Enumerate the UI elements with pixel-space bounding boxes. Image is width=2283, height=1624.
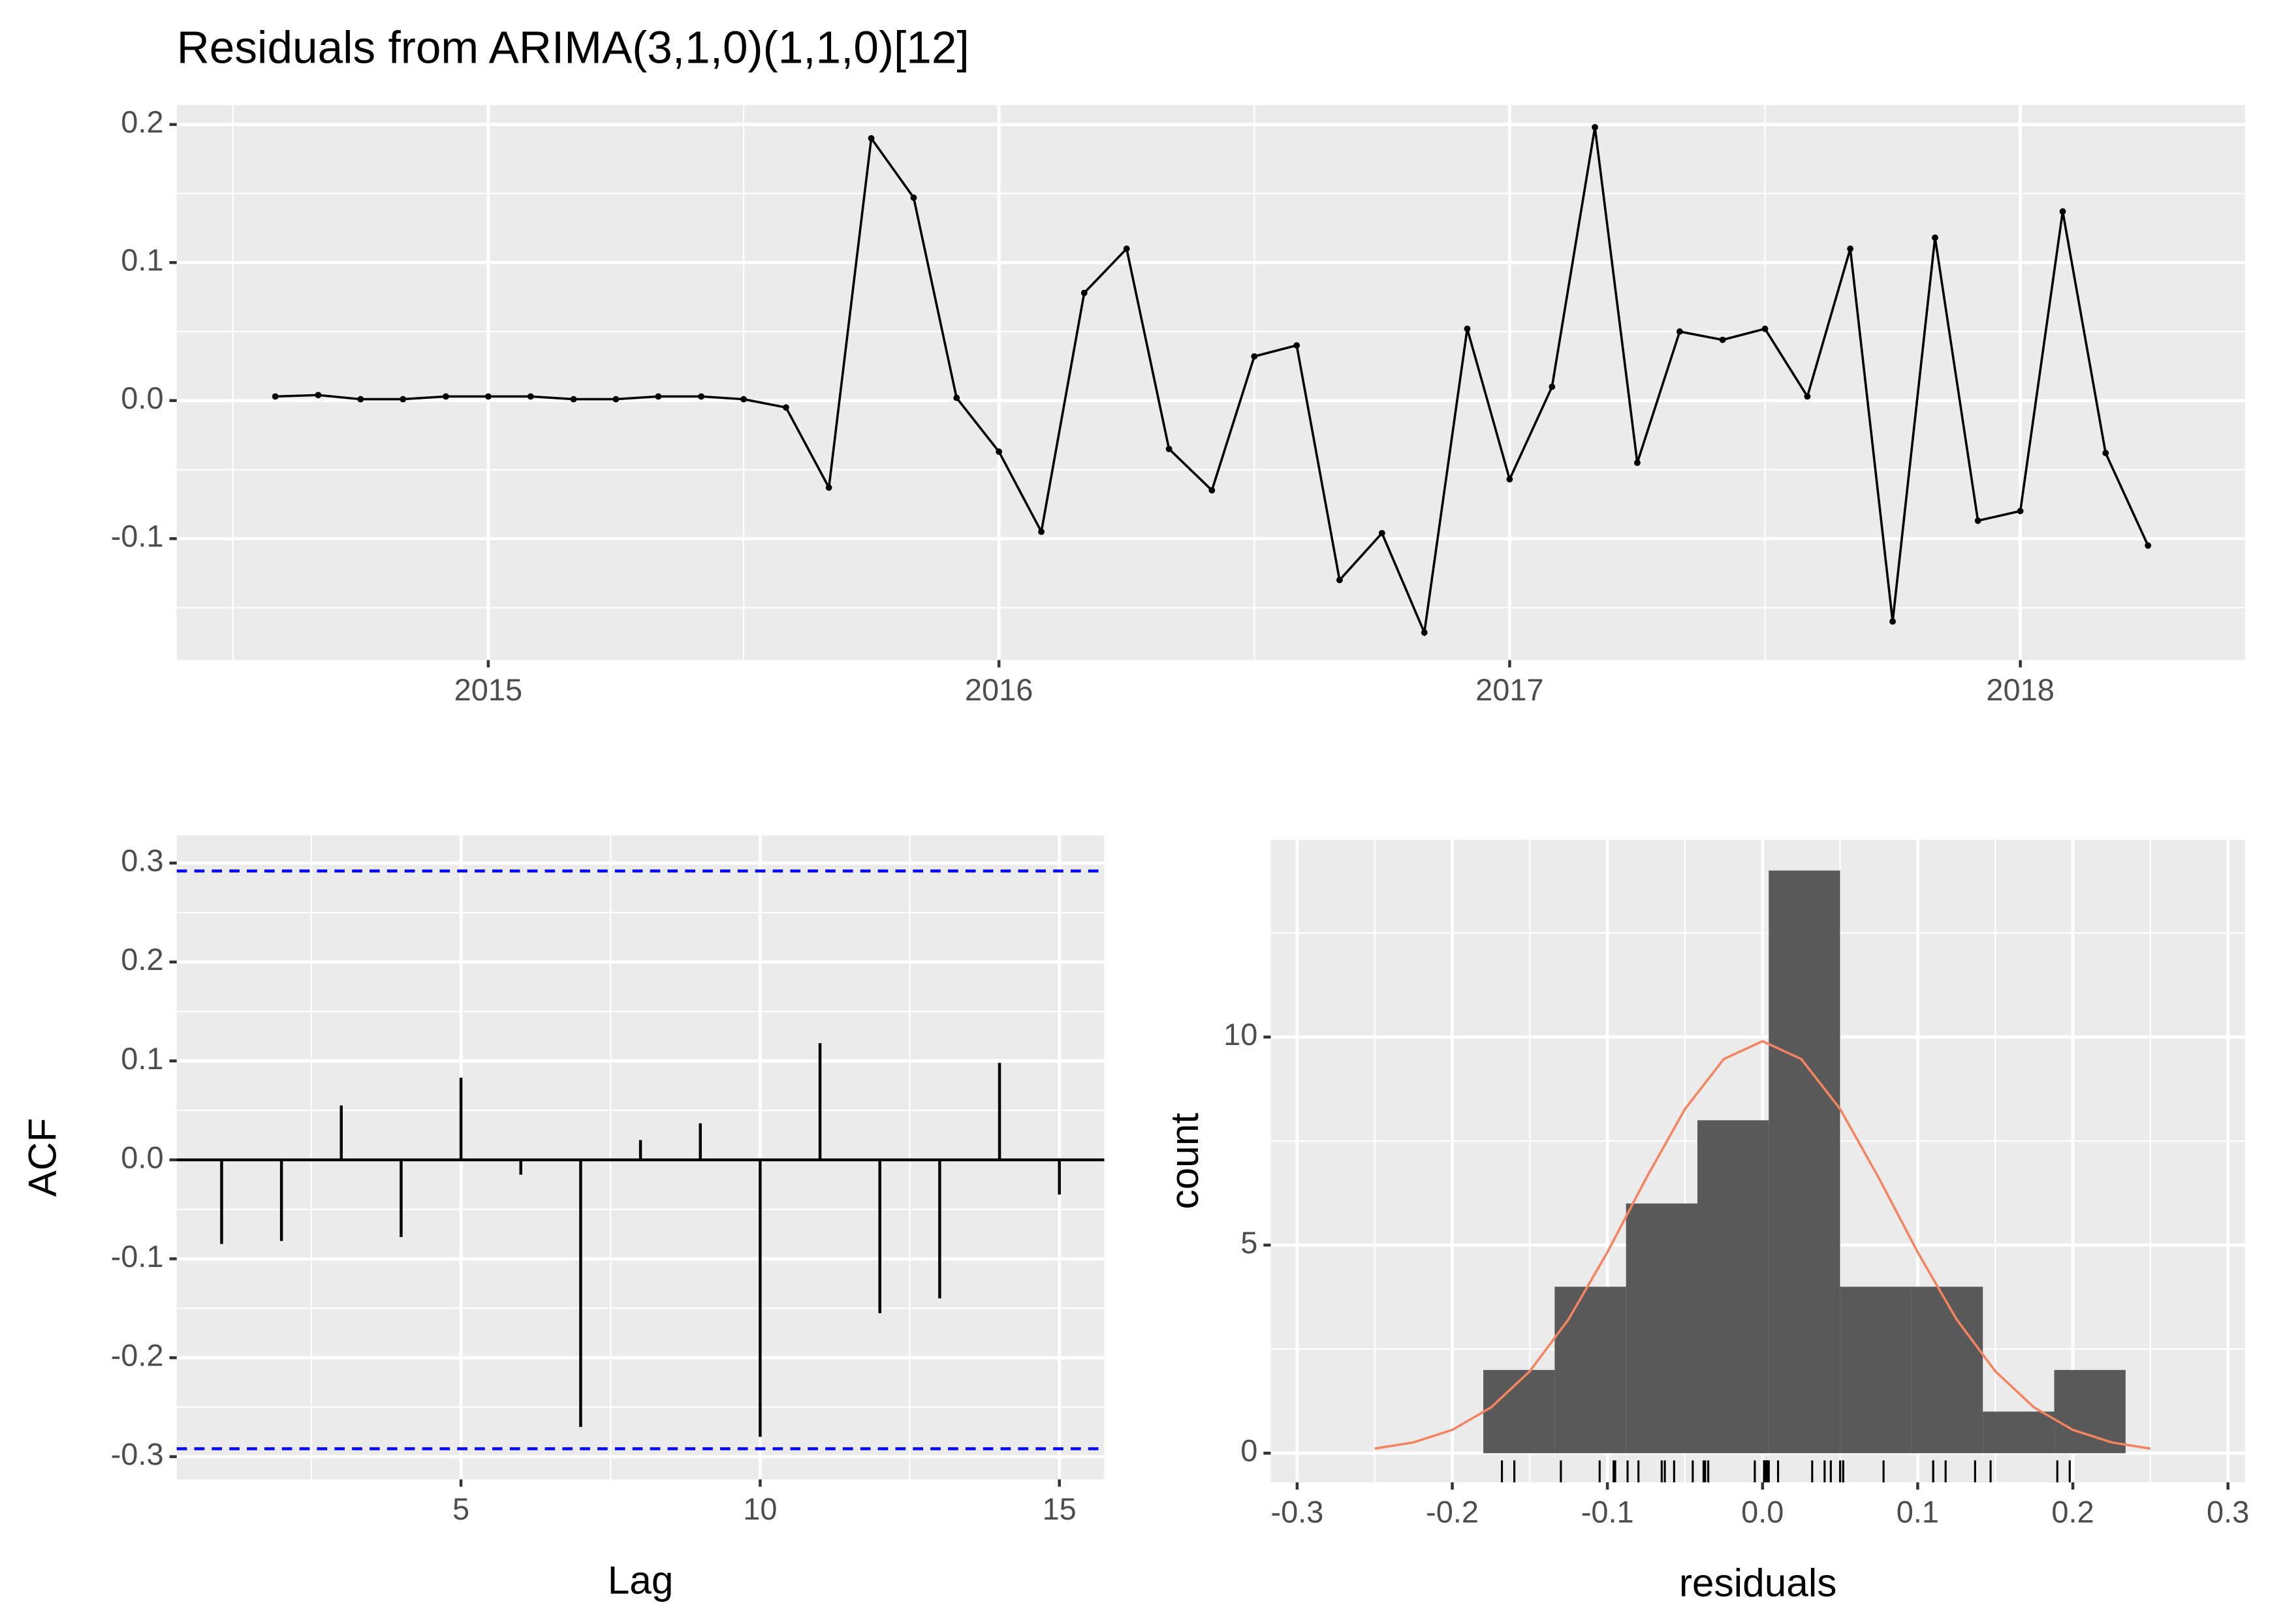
x-tick-label: 5 — [452, 1491, 469, 1526]
residual-point — [1847, 245, 1854, 252]
y-tick-label: -0.1 — [111, 1239, 164, 1273]
histogram-bar — [1911, 1287, 1983, 1454]
x-tick-label: 15 — [1043, 1491, 1077, 1526]
residual-point — [1676, 328, 1683, 335]
histogram-bar — [1483, 1369, 1555, 1454]
panel: -0.1 0.0 0.1 0.2 2015 2016 2017 2018 Residuals f… — [111, 22, 2245, 707]
residual-point — [1336, 576, 1343, 584]
residual-point — [1123, 245, 1130, 252]
residual-point — [1165, 445, 1173, 452]
x-tick-label: 2018 — [1986, 672, 2055, 707]
residual-point — [1038, 528, 1045, 535]
residual-point — [2102, 450, 2109, 456]
residual-point — [400, 396, 407, 403]
panel: 0 5 10 -0.3 -0.2 -0.1 0.0 0.1 0.2 0.3 residuals cou… — [1162, 839, 2249, 1605]
normal-curve — [1374, 1040, 2151, 1450]
x-tick-label: -0.1 — [1581, 1495, 1634, 1529]
residual-point — [1506, 476, 1513, 483]
residual-point — [1464, 325, 1471, 332]
residual-point — [1549, 383, 1556, 390]
residual-point — [1421, 629, 1428, 636]
chart-title: Residuals from ARIMA(3,1,0)(1,1,0)[12] — [177, 22, 969, 73]
x-tick-label: 2015 — [454, 672, 523, 707]
residual-point — [953, 394, 960, 401]
residual-point — [272, 393, 279, 400]
residual-point — [1293, 342, 1300, 349]
histogram-bar — [1769, 870, 1840, 1454]
y-tick-label: -0.1 — [111, 519, 164, 554]
x-tick-label: 0.3 — [2207, 1495, 2249, 1529]
residual-point — [357, 396, 364, 403]
x-tick-label: -0.2 — [1426, 1495, 1479, 1529]
residual-point — [996, 448, 1003, 455]
x-tick-label: 0.0 — [1741, 1495, 1784, 1529]
residual-point — [825, 484, 832, 491]
residual-point — [1974, 517, 1981, 524]
residual-point — [1080, 289, 1088, 296]
residual-point — [1592, 124, 1598, 131]
residual-point — [2145, 542, 2152, 549]
y-axis-title: ACF — [20, 1118, 64, 1197]
x-axis-title: Lag — [608, 1557, 674, 1602]
histogram-bar — [2054, 1369, 2126, 1454]
residual-point — [1932, 234, 1938, 242]
panel: -0.3 -0.2 -0.1 0.0 0.1 0.2 0.3 5 10 15 Lag ACF — [20, 835, 1105, 1602]
x-tick-label: 2016 — [965, 672, 1033, 707]
residual-point — [527, 393, 534, 400]
histogram-bar — [1554, 1287, 1626, 1454]
y-tick-label: 0.2 — [121, 942, 163, 976]
x-tick-label: 0.2 — [2051, 1495, 2094, 1529]
residual-point — [315, 392, 322, 399]
residual-point — [655, 393, 662, 400]
residual-point — [2017, 507, 2024, 514]
x-tick-label: -0.3 — [1270, 1495, 1323, 1529]
y-tick-label: 0.0 — [121, 381, 163, 415]
residual-point — [698, 393, 705, 400]
y-tick-label: 0.2 — [121, 104, 163, 139]
x-tick-label: 2017 — [1475, 672, 1544, 707]
residual-point — [1804, 393, 1811, 400]
x-axis-title: residuals — [1679, 1561, 1837, 1605]
histogram-bar — [1697, 1120, 1769, 1454]
residual-point — [740, 396, 747, 403]
y-tick-label: 0.1 — [121, 1041, 163, 1076]
residual-point — [1208, 487, 1216, 494]
residual-point — [1634, 459, 1641, 466]
residual-point — [868, 134, 875, 142]
residual-point — [570, 396, 577, 403]
y-tick-label: 10 — [1223, 1017, 1257, 1052]
histogram-bar — [1840, 1287, 1912, 1454]
residual-point — [484, 393, 492, 400]
y-tick-label: 5 — [1240, 1225, 1257, 1260]
residual-point — [612, 396, 620, 403]
panel-background — [176, 105, 2245, 661]
x-tick-label: 10 — [743, 1491, 777, 1526]
y-tick-label: 0.3 — [121, 843, 163, 878]
y-tick-label: 0.1 — [121, 243, 163, 277]
residual-point — [910, 194, 917, 201]
y-tick-label: 0 — [1240, 1433, 1257, 1468]
x-tick-label: 0.1 — [1897, 1495, 1939, 1529]
histogram-bar — [1626, 1203, 1697, 1454]
residual-point — [1378, 529, 1385, 537]
histogram-bar — [1983, 1411, 2055, 1454]
y-tick-label: -0.2 — [111, 1337, 164, 1372]
residual-point — [1251, 353, 1258, 360]
y-tick-label: 0.0 — [121, 1140, 163, 1174]
residual-point — [1761, 325, 1769, 332]
residual-point — [443, 393, 449, 400]
residual-point — [1889, 618, 1896, 625]
residual-point — [1719, 336, 1726, 343]
residual-point — [2059, 208, 2066, 215]
residual-point — [783, 404, 789, 411]
y-tick-label: -0.3 — [111, 1437, 164, 1471]
y-axis-title: count — [1162, 1113, 1206, 1210]
